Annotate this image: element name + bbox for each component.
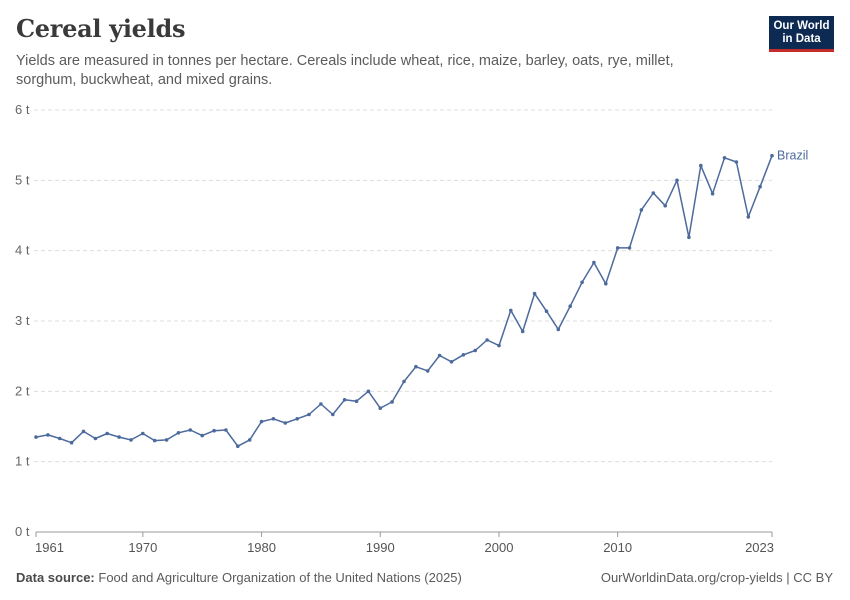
x-tick-label: 2000 bbox=[485, 540, 514, 555]
data-point bbox=[271, 417, 276, 421]
data-point bbox=[627, 246, 632, 250]
grid-lines bbox=[34, 109, 772, 463]
data-point bbox=[746, 215, 751, 219]
data-point bbox=[81, 429, 86, 434]
data-source-label: Data source: bbox=[16, 570, 95, 585]
y-tick-label: 6 t bbox=[15, 102, 30, 117]
series-brazil[interactable]: Brazil bbox=[34, 149, 808, 449]
chart-subtitle: Yields are measured in tonnes per hectar… bbox=[16, 53, 674, 88]
data-point bbox=[675, 178, 679, 183]
data-point bbox=[319, 402, 323, 406]
data-point bbox=[532, 291, 537, 296]
data-point bbox=[390, 400, 394, 404]
x-tick-label: 1990 bbox=[366, 540, 395, 555]
data-point bbox=[734, 160, 739, 164]
data-point bbox=[129, 438, 133, 442]
data-point bbox=[615, 246, 620, 250]
data-source: Data source: Food and Agriculture Organi… bbox=[16, 570, 462, 585]
series-line bbox=[35, 155, 773, 447]
chart-title: Cereal yields bbox=[16, 14, 186, 43]
data-point bbox=[342, 398, 347, 402]
data-point bbox=[568, 304, 572, 309]
data-point bbox=[212, 428, 216, 433]
y-tick-label: 0 t bbox=[15, 524, 30, 539]
data-point bbox=[236, 444, 240, 449]
logo-line-1: Our World bbox=[773, 20, 830, 32]
data-point bbox=[141, 431, 145, 436]
data-point bbox=[93, 436, 98, 441]
data-point bbox=[366, 389, 371, 394]
data-point bbox=[473, 348, 478, 353]
x-tick-label: 1980 bbox=[247, 540, 276, 555]
data-point bbox=[176, 431, 181, 435]
y-tick-label: 1 t bbox=[15, 454, 30, 469]
data-point bbox=[556, 327, 561, 332]
owid-logo[interactable]: Our World in Data bbox=[769, 16, 834, 52]
data-point bbox=[663, 203, 667, 208]
x-tick-label: 1970 bbox=[128, 540, 157, 555]
data-point bbox=[710, 191, 715, 196]
data-point bbox=[722, 156, 727, 160]
data-point bbox=[57, 436, 62, 441]
x-tick-label: 2010 bbox=[603, 540, 632, 555]
data-point bbox=[164, 438, 169, 442]
data-source-text[interactable]: Food and Agriculture Organization of the… bbox=[98, 570, 462, 585]
x-axis: 1961 1970 1980 1990 2000 2010 2023 bbox=[35, 531, 774, 555]
logo-line-2: in Data bbox=[782, 33, 821, 45]
data-point bbox=[414, 364, 418, 369]
y-tick-label: 2 t bbox=[15, 383, 30, 398]
data-point bbox=[117, 435, 121, 439]
y-tick-label: 5 t bbox=[15, 172, 30, 187]
data-point bbox=[770, 153, 774, 158]
url-license[interactable]: OurWorldinData.org/crop-yields | CC BY bbox=[600, 570, 833, 585]
data-point bbox=[425, 369, 430, 373]
data-point bbox=[46, 433, 50, 437]
data-point bbox=[402, 379, 406, 384]
data-point bbox=[497, 343, 501, 348]
data-point bbox=[651, 191, 656, 195]
series-label-brazil: Brazil bbox=[777, 149, 808, 163]
y-tick-label: 3 t bbox=[15, 313, 30, 328]
data-point bbox=[259, 419, 264, 424]
data-point bbox=[331, 412, 335, 417]
y-tick-label: 4 t bbox=[15, 243, 30, 258]
data-point bbox=[639, 208, 644, 212]
data-point bbox=[544, 309, 549, 314]
data-point bbox=[34, 435, 38, 439]
data-point bbox=[105, 431, 109, 436]
data-point bbox=[687, 235, 691, 240]
data-point bbox=[758, 184, 762, 189]
data-point bbox=[461, 353, 466, 357]
data-point bbox=[283, 421, 288, 425]
data-point bbox=[188, 428, 193, 432]
data-point bbox=[580, 280, 584, 285]
data-point bbox=[247, 438, 252, 442]
data-point bbox=[520, 329, 525, 334]
data-point bbox=[378, 406, 383, 411]
x-tick-label: 2023 bbox=[745, 540, 774, 555]
data-point bbox=[69, 440, 74, 445]
data-point bbox=[295, 417, 300, 421]
data-point bbox=[307, 412, 311, 417]
data-point bbox=[604, 281, 608, 286]
data-point bbox=[509, 308, 513, 313]
data-point bbox=[224, 428, 228, 432]
data-point bbox=[449, 360, 454, 364]
data-point bbox=[592, 260, 596, 265]
line-chart: 0 t 1 t 2 t 3 t 4 t 5 t 6 t 1961 1970 1980 1990 20… bbox=[15, 102, 808, 555]
data-point bbox=[354, 399, 359, 404]
data-point bbox=[485, 338, 489, 342]
data-point bbox=[699, 163, 703, 168]
data-point bbox=[152, 438, 157, 443]
data-point bbox=[437, 353, 442, 358]
data-point bbox=[200, 433, 204, 438]
x-tick-label: 1961 bbox=[35, 540, 64, 555]
y-axis-ticks: 0 t 1 t 2 t 3 t 4 t 5 t 6 t bbox=[15, 102, 30, 539]
